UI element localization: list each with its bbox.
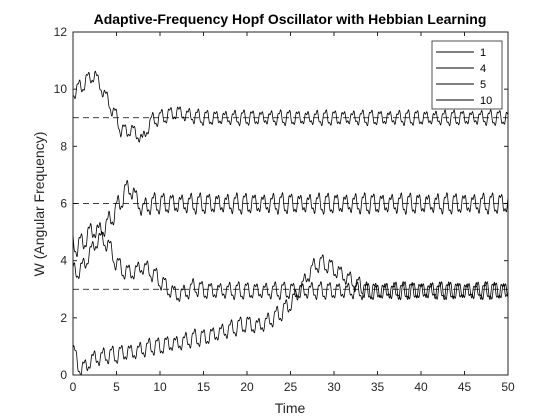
y-tick-label: 0	[60, 368, 67, 382]
y-tick-label: 10	[54, 82, 68, 96]
x-tick-label: 15	[197, 380, 211, 394]
series-line-4	[73, 231, 508, 303]
x-tick-label: 30	[327, 380, 341, 394]
x-tick-label: 50	[501, 380, 515, 394]
x-tick-label: 0	[70, 380, 77, 394]
x-tick-label: 20	[240, 380, 254, 394]
x-tick-label: 35	[371, 380, 385, 394]
x-axis-label: Time	[275, 400, 306, 416]
y-tick-label: 8	[60, 139, 67, 153]
series-line-10	[73, 70, 508, 143]
x-tick-label: 40	[414, 380, 428, 394]
y-tick-label: 6	[60, 197, 67, 211]
x-tick-label: 10	[153, 380, 167, 394]
legend-label: 5	[480, 79, 486, 91]
chart-title: Adaptive-Frequency Hopf Oscillator with …	[94, 11, 487, 27]
legend-label: 10	[480, 95, 492, 107]
y-tick-label: 12	[54, 25, 68, 39]
x-tick-label: 45	[458, 380, 472, 394]
legend-label: 1	[480, 47, 486, 59]
x-tick-label: 5	[113, 380, 120, 394]
y-axis-label: W (Angular Frequency)	[31, 132, 47, 277]
series-line-5	[73, 179, 508, 258]
y-tick-label: 2	[60, 311, 67, 325]
series-line-1	[73, 254, 508, 375]
legend-label: 4	[480, 63, 486, 75]
x-tick-label: 25	[284, 380, 298, 394]
y-tick-label: 4	[60, 254, 67, 268]
